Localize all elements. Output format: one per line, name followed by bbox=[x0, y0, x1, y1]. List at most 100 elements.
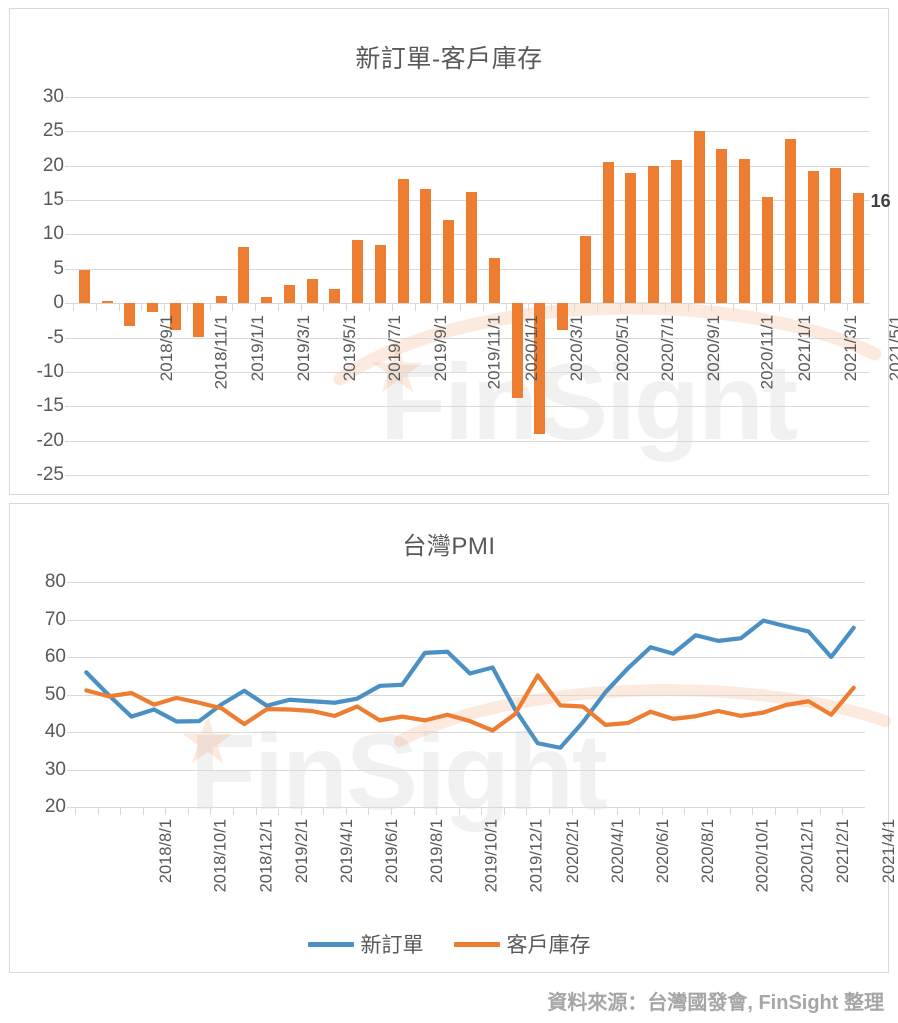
bar[interactable] bbox=[147, 303, 159, 313]
bar[interactable] bbox=[261, 296, 273, 304]
x-axis-tick-label: 2019/3/1 bbox=[294, 315, 314, 382]
x-axis-tick-label: 2019/2/1 bbox=[292, 819, 311, 884]
x-axis-tick-mark bbox=[797, 807, 799, 815]
x-axis-tick-mark bbox=[616, 807, 618, 815]
x-axis-tick-label: 2020/12/1 bbox=[798, 819, 817, 893]
y-axis-tick-label: 70 bbox=[44, 608, 66, 630]
bar[interactable] bbox=[192, 303, 204, 337]
bar[interactable] bbox=[488, 257, 500, 304]
bar[interactable] bbox=[739, 158, 751, 304]
x-axis-tick-mark bbox=[707, 807, 708, 815]
x-axis-tick-mark bbox=[141, 303, 143, 312]
bar[interactable] bbox=[762, 197, 774, 304]
y-axis-tick-label: 25 bbox=[42, 120, 64, 142]
x-axis-tick-label: 2018/11/1 bbox=[211, 315, 231, 390]
bar[interactable] bbox=[238, 246, 250, 304]
bar[interactable] bbox=[625, 173, 637, 304]
x-axis-tick-label: 2019/8/1 bbox=[428, 819, 447, 884]
bar[interactable] bbox=[306, 279, 318, 304]
bar[interactable] bbox=[101, 301, 113, 304]
x-axis-tick-mark bbox=[186, 303, 188, 312]
bar[interactable] bbox=[283, 285, 295, 304]
y-axis-tick-mark bbox=[65, 475, 73, 476]
y-axis-tick-mark bbox=[65, 165, 73, 167]
bar[interactable] bbox=[397, 179, 409, 304]
x-axis-tick-mark bbox=[639, 807, 641, 815]
x-axis-tick-label: 2020/9/1 bbox=[704, 315, 724, 382]
bar[interactable] bbox=[534, 303, 546, 435]
legend-item-customer-inventory[interactable]: 客戶庫存 bbox=[453, 929, 591, 959]
x-axis-tick-mark bbox=[437, 303, 439, 312]
x-axis-tick-mark bbox=[661, 807, 663, 815]
bar[interactable] bbox=[807, 170, 819, 304]
x-axis-tick-mark bbox=[571, 807, 573, 815]
bar[interactable] bbox=[784, 138, 796, 304]
bar[interactable] bbox=[670, 160, 682, 304]
x-axis-tick-label: 2021/4/1 bbox=[879, 819, 898, 884]
y-axis-tick-label: 60 bbox=[44, 646, 66, 667]
y-axis-tick-label: -5 bbox=[47, 326, 64, 348]
bar[interactable] bbox=[124, 303, 136, 326]
x-axis-tick-mark bbox=[95, 303, 97, 312]
bar[interactable] bbox=[466, 191, 477, 304]
bar[interactable] bbox=[830, 167, 842, 304]
x-axis-tick-mark bbox=[551, 303, 553, 312]
y-axis-tick-mark bbox=[65, 406, 73, 408]
legend-item-new-orders[interactable]: 新訂單 bbox=[307, 929, 424, 959]
line-series-new-orders[interactable] bbox=[84, 618, 856, 750]
y-axis-tick-mark bbox=[65, 440, 73, 442]
bar[interactable] bbox=[78, 270, 90, 304]
y-axis-tick-label: 5 bbox=[53, 257, 64, 279]
x-axis-tick-mark bbox=[642, 303, 644, 312]
bar[interactable] bbox=[352, 239, 364, 304]
x-axis-tick-label: 2018/10/1 bbox=[211, 819, 230, 893]
x-axis-tick-mark bbox=[847, 303, 849, 312]
line-series-customer-inventory[interactable] bbox=[84, 673, 856, 733]
gridline bbox=[73, 371, 870, 373]
bar-chart-card: 新訂單-客戶庫存 FinSight ★ 30 25 20 15 10 5 0 -5 -10 -15… bbox=[9, 8, 898, 495]
y-axis-tick-label: 0 bbox=[53, 292, 64, 314]
x-axis-tick-mark bbox=[165, 807, 167, 815]
x-axis-tick-mark bbox=[73, 303, 74, 312]
bar[interactable] bbox=[557, 303, 569, 330]
x-axis-tick-mark bbox=[842, 807, 844, 815]
x-axis-tick-mark bbox=[97, 807, 99, 815]
x-axis-tick-mark bbox=[391, 807, 392, 815]
bar[interactable] bbox=[853, 193, 865, 304]
x-axis-tick-label: 2018/12/1 bbox=[256, 819, 275, 893]
x-axis-tick-mark bbox=[801, 303, 803, 312]
x-axis-tick-label: 2021/5/1 bbox=[886, 315, 898, 382]
x-axis-tick-mark bbox=[733, 303, 735, 312]
bar[interactable] bbox=[648, 165, 660, 304]
bar[interactable] bbox=[215, 295, 227, 304]
x-axis-tick-label: 2021/2/1 bbox=[834, 819, 853, 884]
gridline bbox=[75, 807, 865, 808]
x-axis-tick-mark bbox=[187, 807, 189, 815]
x-axis-tick-mark bbox=[120, 807, 122, 815]
bar[interactable] bbox=[511, 303, 523, 398]
line-chart-legend: 新訂單 客戶庫存 bbox=[10, 929, 888, 959]
source-note: 資料來源：台灣國發會, FinSight 整理 bbox=[547, 992, 884, 1014]
gridline bbox=[75, 769, 865, 771]
legend-swatch-customer-inventory bbox=[453, 941, 500, 947]
x-axis-tick-mark bbox=[346, 303, 348, 312]
x-axis-tick-mark bbox=[75, 807, 76, 815]
x-axis-tick-mark bbox=[255, 807, 257, 815]
y-axis-tick-mark bbox=[67, 807, 75, 808]
x-axis-tick-mark bbox=[277, 303, 279, 312]
bar[interactable] bbox=[579, 235, 591, 304]
y-axis-tick-mark bbox=[67, 657, 75, 658]
y-axis-tick-label: 80 bbox=[44, 571, 66, 592]
x-axis-tick-mark bbox=[684, 807, 686, 815]
bar[interactable] bbox=[374, 244, 386, 304]
bar[interactable] bbox=[602, 162, 614, 304]
bar[interactable] bbox=[169, 303, 181, 330]
bar[interactable] bbox=[420, 189, 432, 304]
bar[interactable] bbox=[693, 130, 705, 304]
bar[interactable] bbox=[329, 288, 341, 304]
x-axis-tick-label: 2021/1/1 bbox=[795, 315, 815, 382]
bar[interactable] bbox=[443, 220, 455, 304]
x-axis-tick-label: 2020/11/1 bbox=[757, 315, 777, 390]
bar[interactable] bbox=[716, 149, 728, 304]
